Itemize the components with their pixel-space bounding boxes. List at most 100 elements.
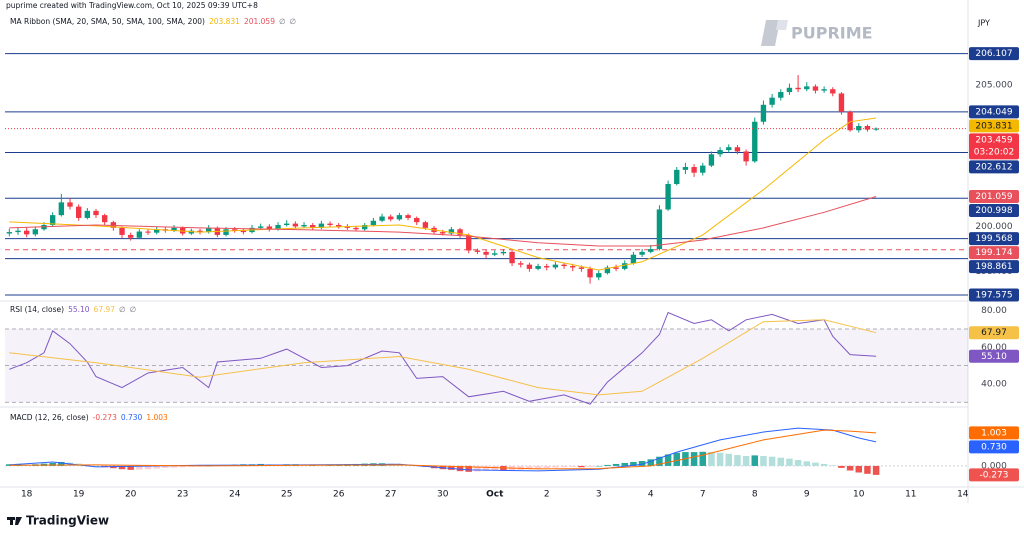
histogram-bar bbox=[543, 465, 550, 468]
series-line bbox=[9, 117, 877, 271]
candle-body bbox=[492, 253, 498, 255]
candle-body bbox=[23, 230, 30, 235]
rsi-ma-label-box bbox=[969, 326, 1019, 340]
histogram-bar bbox=[179, 465, 186, 468]
candle-body bbox=[379, 216, 385, 221]
histogram-bar bbox=[578, 465, 585, 468]
candle-body bbox=[223, 229, 229, 235]
legend-item: 67.97 bbox=[94, 305, 116, 314]
histogram-bar bbox=[716, 452, 724, 466]
candle-body bbox=[570, 266, 576, 268]
candle-body bbox=[414, 217, 420, 223]
histogram-bar bbox=[560, 465, 568, 468]
legend-item: ∅ bbox=[279, 17, 286, 26]
histogram-bar bbox=[153, 465, 160, 469]
candle-body bbox=[145, 231, 151, 233]
candle-body bbox=[596, 273, 602, 278]
level-label: 202.612 bbox=[975, 162, 1012, 172]
candle-body bbox=[362, 225, 368, 230]
legend-item: 203.831 bbox=[209, 17, 240, 26]
signal-label: 1.003 bbox=[981, 428, 1007, 438]
histogram-bar bbox=[188, 465, 195, 467]
candle-body bbox=[422, 222, 429, 228]
candle-body bbox=[639, 251, 645, 255]
x-tick-label: 24 bbox=[229, 490, 241, 500]
histogram-bar bbox=[734, 455, 741, 466]
x-tick-label: 10 bbox=[853, 490, 865, 500]
candle-body bbox=[405, 215, 411, 218]
histogram-bar bbox=[647, 459, 655, 466]
x-tick-label: 9 bbox=[804, 490, 810, 500]
level-label: 206.107 bbox=[975, 49, 1012, 59]
candle-body bbox=[206, 227, 212, 233]
x-tick-label: 27 bbox=[385, 490, 396, 500]
legend-item: 0.730 bbox=[121, 413, 143, 422]
x-tick-label: 11 bbox=[905, 490, 916, 500]
candle-body bbox=[708, 154, 715, 166]
y-tick-label: 205.000 bbox=[975, 80, 1012, 90]
macd-label-box bbox=[969, 440, 1019, 454]
candle-body bbox=[310, 225, 316, 228]
candle-body bbox=[847, 111, 853, 131]
rsi-ma-label: 67.97 bbox=[981, 328, 1007, 338]
candle-body bbox=[67, 202, 73, 207]
ma-label-box bbox=[969, 119, 1019, 133]
x-tick-label: Oct bbox=[486, 490, 504, 500]
candle-body bbox=[830, 89, 836, 94]
histogram-bar bbox=[768, 456, 776, 466]
pane-legend: RSI (14, close) 55.10 67.97 ∅ ∅ bbox=[10, 305, 136, 314]
candle-body bbox=[344, 226, 351, 228]
candle-body bbox=[266, 226, 273, 230]
candle-body bbox=[838, 93, 845, 112]
ma-label: 201.059 bbox=[975, 192, 1012, 202]
histogram-bar bbox=[760, 456, 767, 466]
candle-body bbox=[613, 267, 619, 269]
macd-label: 0.730 bbox=[981, 442, 1007, 452]
rsi-label: 55.10 bbox=[981, 352, 1007, 362]
histogram-bar bbox=[569, 465, 576, 467]
candle-body bbox=[812, 86, 819, 91]
candle-body bbox=[726, 147, 732, 151]
ma-label: 203.831 bbox=[975, 121, 1012, 131]
histogram-bar bbox=[673, 452, 681, 466]
candle-body bbox=[509, 251, 515, 264]
legend-item: 201.059 bbox=[244, 17, 275, 26]
histogram-bar bbox=[777, 457, 785, 466]
candle-body bbox=[864, 126, 871, 130]
histogram-bar bbox=[690, 452, 698, 466]
platform-name: TradingView bbox=[26, 514, 109, 528]
x-tick-label: 4 bbox=[648, 490, 654, 500]
candle-body bbox=[49, 215, 56, 226]
candle-body bbox=[258, 226, 264, 228]
candle-body bbox=[466, 234, 472, 251]
histogram-bar bbox=[92, 465, 100, 467]
histogram-bar bbox=[612, 463, 620, 466]
legend-item: ∅ bbox=[130, 305, 137, 314]
candle-body bbox=[136, 231, 143, 238]
histogram-bar bbox=[794, 460, 802, 466]
signal-label-box bbox=[969, 426, 1019, 440]
histogram-bar bbox=[829, 465, 837, 466]
tv-logo: TradingView bbox=[7, 514, 109, 528]
last-price-label: 03:20:02 bbox=[974, 147, 1014, 157]
level-label: 200.998 bbox=[975, 206, 1012, 216]
legend-item: 1.003 bbox=[146, 413, 168, 422]
histogram-label-box bbox=[969, 468, 1019, 482]
y-tick-label: 60.00 bbox=[981, 343, 1007, 353]
candle-body bbox=[301, 225, 307, 227]
candle-body bbox=[778, 92, 784, 98]
level-label-box bbox=[969, 232, 1019, 246]
y-tick-label: 40.00 bbox=[981, 379, 1007, 389]
candle-body bbox=[75, 206, 82, 218]
last-price-label: 203.459 bbox=[975, 135, 1012, 145]
candle-body bbox=[578, 267, 585, 269]
level-label-box bbox=[969, 288, 1019, 302]
legend-item: ∅ bbox=[290, 17, 297, 26]
candle-body bbox=[440, 232, 446, 234]
candle-body bbox=[804, 86, 810, 90]
series-line bbox=[9, 311, 877, 405]
x-tick-label: 25 bbox=[281, 490, 292, 500]
candle-body bbox=[674, 169, 680, 184]
candle-body bbox=[700, 165, 706, 173]
brand-icon bbox=[761, 20, 780, 46]
